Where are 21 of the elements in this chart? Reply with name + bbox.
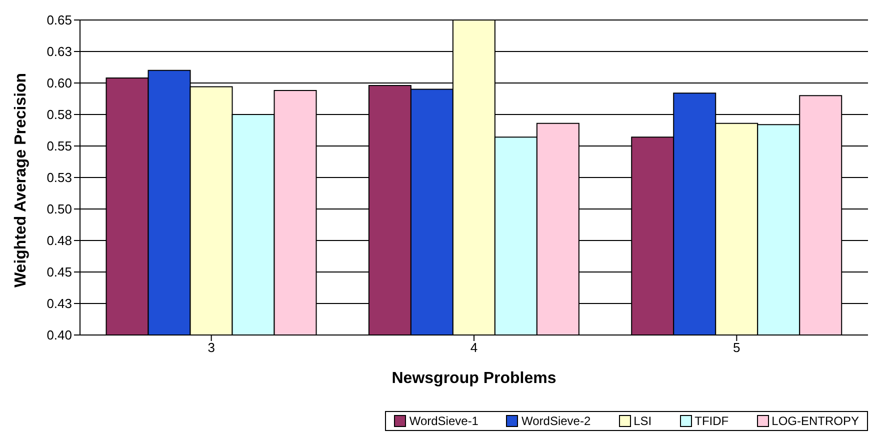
y-tick-label: 0.40 (46, 328, 72, 343)
x-axis-title: Newsgroup Problems (392, 370, 556, 387)
legend-label: LSI (632, 414, 652, 428)
y-tick-label: 0.50 (46, 202, 72, 217)
y-tick-label: 0.53 (46, 170, 72, 186)
y-tick-label: 0.55 (46, 138, 72, 154)
y-tick-label: 0.63 (46, 44, 72, 60)
y-tick-label: 0.60 (46, 76, 72, 91)
y-tick-label: 0.43 (46, 296, 72, 312)
x-tick-label: 4 (470, 340, 478, 356)
legend-label: WordSieve-2 (520, 414, 591, 428)
x-tick-label: 3 (208, 340, 215, 356)
y-tick-label: 0.45 (46, 264, 72, 280)
y-axis-title: Weighted Average Precision (12, 72, 30, 288)
y-tick-label: 0.48 (46, 233, 72, 248)
y-tick-label: 0.58 (46, 107, 72, 122)
x-tick-label: 5 (733, 340, 740, 356)
y-tick-label: 0.65 (46, 12, 72, 28)
legend-label: LOG-ENTROPY (770, 414, 859, 428)
legend-label: WordSieve-1 (408, 414, 478, 428)
legend-label: TFIDF (694, 414, 729, 428)
